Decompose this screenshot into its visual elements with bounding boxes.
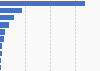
Bar xyxy=(0,65,1,70)
Bar xyxy=(0,22,9,28)
Bar xyxy=(0,58,1,63)
Bar xyxy=(0,36,4,42)
Bar xyxy=(0,15,14,20)
Bar xyxy=(0,43,2,49)
Bar xyxy=(0,51,2,56)
Bar xyxy=(0,8,22,13)
Bar xyxy=(0,29,5,35)
Bar xyxy=(0,1,85,6)
